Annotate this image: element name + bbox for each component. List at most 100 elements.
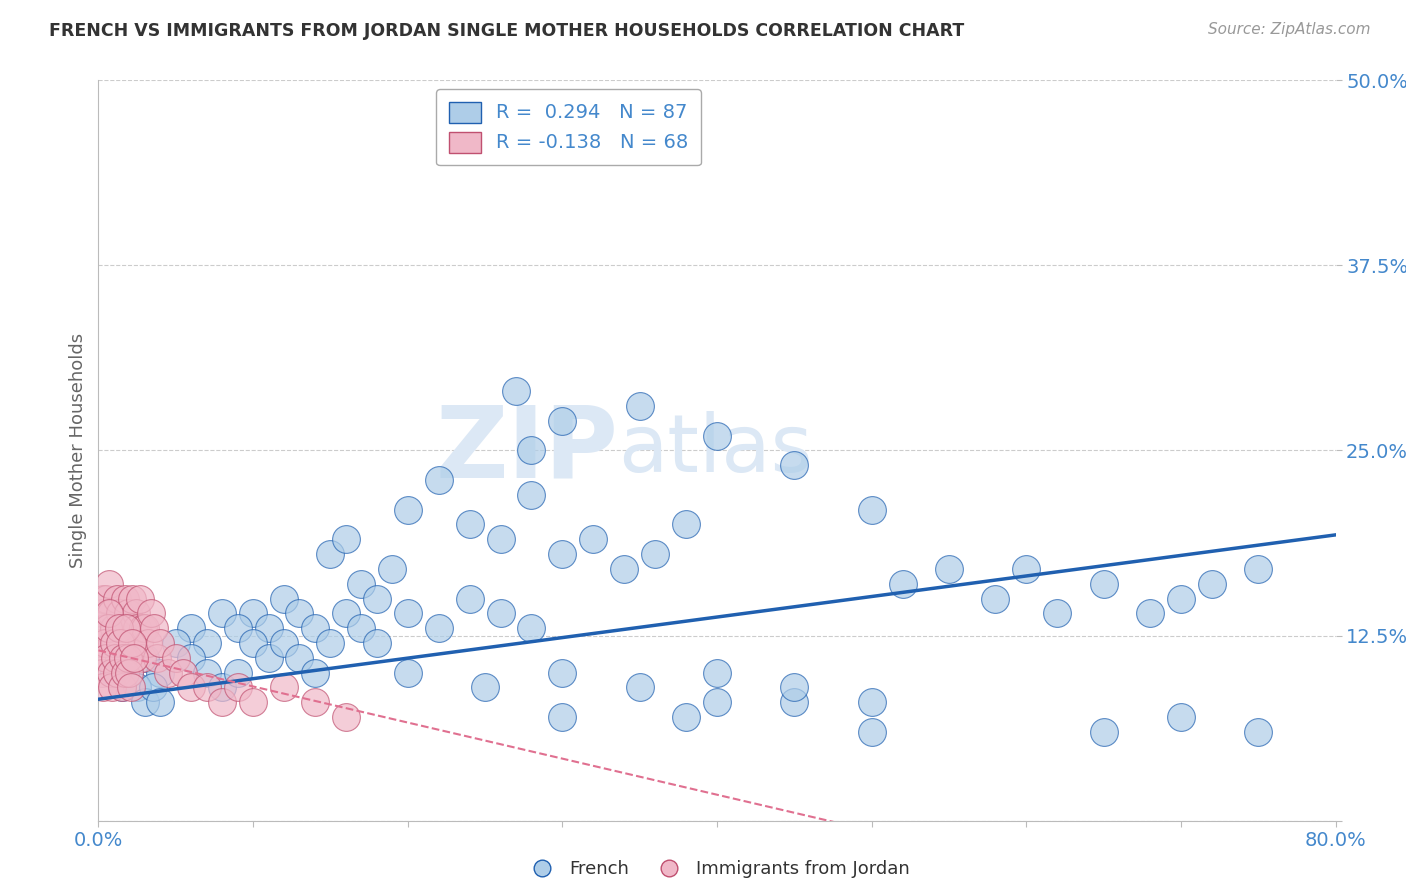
Point xyxy=(505,384,527,399)
Point xyxy=(396,502,419,516)
Point xyxy=(860,695,883,709)
Point xyxy=(127,621,149,635)
Point xyxy=(520,443,543,458)
Point xyxy=(90,607,112,621)
Point xyxy=(257,650,280,665)
Point xyxy=(242,607,264,621)
Point xyxy=(111,621,132,635)
Point xyxy=(242,636,264,650)
Point xyxy=(458,517,481,532)
Point xyxy=(551,665,574,680)
Point xyxy=(350,576,373,591)
Text: ZIP: ZIP xyxy=(436,402,619,499)
Point xyxy=(93,636,115,650)
Point xyxy=(195,681,218,695)
Point xyxy=(134,621,156,635)
Point xyxy=(89,636,111,650)
Point xyxy=(396,665,419,680)
Point xyxy=(121,636,143,650)
Point xyxy=(120,681,142,695)
Point xyxy=(90,665,112,680)
Point xyxy=(101,681,124,695)
Point xyxy=(114,665,136,680)
Point xyxy=(628,399,651,413)
Point xyxy=(97,621,120,635)
Point xyxy=(108,607,131,621)
Point xyxy=(860,502,883,516)
Point xyxy=(242,695,264,709)
Point xyxy=(115,650,138,665)
Point xyxy=(128,636,150,650)
Point xyxy=(111,681,132,695)
Point xyxy=(226,681,249,695)
Point xyxy=(114,591,136,606)
Point xyxy=(122,650,145,665)
Point xyxy=(122,650,145,665)
Point xyxy=(783,681,806,695)
Point xyxy=(427,473,450,487)
Point xyxy=(134,650,156,665)
Point xyxy=(319,547,342,561)
Y-axis label: Single Mother Households: Single Mother Households xyxy=(69,333,87,568)
Point xyxy=(783,458,806,473)
Point xyxy=(350,621,373,635)
Point xyxy=(111,681,132,695)
Point xyxy=(104,650,127,665)
Point xyxy=(146,650,169,665)
Point xyxy=(335,607,357,621)
Point xyxy=(1139,607,1161,621)
Point xyxy=(489,607,512,621)
Point xyxy=(273,636,295,650)
Point xyxy=(103,665,125,680)
Point xyxy=(98,576,121,591)
Point xyxy=(304,695,326,709)
Point xyxy=(118,665,141,680)
Point xyxy=(143,621,166,635)
Point xyxy=(117,607,139,621)
Point xyxy=(257,621,280,635)
Point xyxy=(706,428,728,442)
Point xyxy=(489,533,512,547)
Point xyxy=(98,607,121,621)
Point xyxy=(105,591,128,606)
Point xyxy=(474,681,496,695)
Point xyxy=(273,681,295,695)
Point xyxy=(105,665,128,680)
Point xyxy=(1046,607,1069,621)
Point xyxy=(304,665,326,680)
Point xyxy=(288,607,311,621)
Text: atlas: atlas xyxy=(619,411,813,490)
Point xyxy=(180,681,202,695)
Point xyxy=(127,681,149,695)
Point xyxy=(115,621,138,635)
Point xyxy=(211,681,233,695)
Point xyxy=(675,517,697,532)
Point xyxy=(938,562,960,576)
Point xyxy=(1247,724,1270,739)
Point xyxy=(582,533,605,547)
Point xyxy=(335,533,357,547)
Point xyxy=(104,636,127,650)
Point xyxy=(107,650,129,665)
Point xyxy=(644,547,666,561)
Point xyxy=(103,636,125,650)
Point xyxy=(107,621,129,635)
Point xyxy=(1015,562,1038,576)
Point xyxy=(149,636,172,650)
Point xyxy=(108,636,131,650)
Point xyxy=(180,650,202,665)
Point xyxy=(381,562,404,576)
Point xyxy=(335,710,357,724)
Point xyxy=(520,488,543,502)
Point xyxy=(226,665,249,680)
Point xyxy=(172,665,194,680)
Point xyxy=(165,650,187,665)
Point xyxy=(520,621,543,635)
Point xyxy=(860,724,883,739)
Point xyxy=(628,681,651,695)
Point xyxy=(118,621,141,635)
Point xyxy=(112,636,135,650)
Point xyxy=(551,547,574,561)
Point xyxy=(136,636,159,650)
Point xyxy=(117,650,139,665)
